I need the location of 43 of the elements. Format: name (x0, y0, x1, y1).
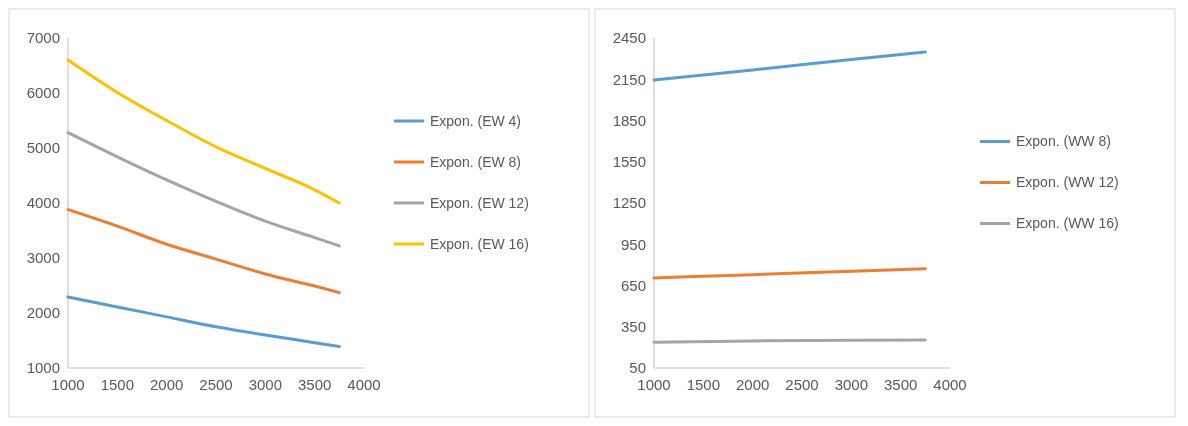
x-tick-label: 1500 (100, 376, 135, 393)
y-tick-label: 1250 (612, 194, 646, 212)
legend-label: Expon. (EW 4) (430, 112, 522, 129)
y-tick-label: 6000 (26, 84, 60, 102)
y-tick-label: 1000 (26, 359, 60, 377)
legend-label: Expon. (WW 12) (1016, 174, 1119, 191)
y-tick-label: 7000 (26, 29, 60, 47)
y-tick-label: 3000 (26, 249, 60, 267)
x-tick-label: 2500 (199, 376, 233, 393)
line-series (66, 58, 341, 205)
x-tick-label: 1000 (637, 376, 671, 393)
legend-label: Expon. (WW 8) (1016, 133, 1111, 150)
legend-label: Expon. (EW 8) (430, 153, 522, 170)
x-tick-label: 1500 (686, 376, 721, 393)
y-tick-label: 50 (629, 359, 646, 377)
y-tick-label: 1550 (612, 153, 646, 170)
x-tick-label: 3500 (297, 376, 332, 393)
y-tick-label: 2000 (26, 304, 60, 322)
x-tick-label: 4000 (347, 376, 381, 393)
y-tick-label: 350 (620, 318, 646, 335)
y-tick-label: 4000 (26, 194, 60, 212)
line-series (66, 295, 341, 349)
y-tick-label: 1850 (612, 111, 646, 129)
y-tick-label: 650 (620, 276, 646, 294)
line-series (66, 131, 341, 248)
x-tick-label: 4000 (933, 376, 967, 393)
y-tick-label: 950 (620, 235, 646, 253)
line-series (652, 50, 927, 82)
x-tick-label: 2500 (785, 376, 819, 393)
x-tick-label: 3000 (248, 376, 283, 393)
line-series (652, 267, 927, 280)
line-series (66, 208, 341, 295)
y-tick-label: 2450 (612, 29, 646, 47)
x-tick-label: 3000 (834, 376, 869, 393)
y-tick-label: 2150 (612, 70, 646, 88)
x-tick-label: 2000 (735, 376, 770, 393)
legend-label: Expon. (EW 16) (430, 235, 529, 252)
y-tick-label: 5000 (26, 139, 60, 157)
legend-label: Expon. (EW 12) (430, 194, 529, 211)
x-tick-label: 3500 (883, 376, 918, 393)
x-tick-label: 2000 (149, 376, 184, 393)
x-tick-label: 1000 (51, 376, 85, 393)
legend-label: Expon. (WW 16) (1016, 215, 1119, 232)
